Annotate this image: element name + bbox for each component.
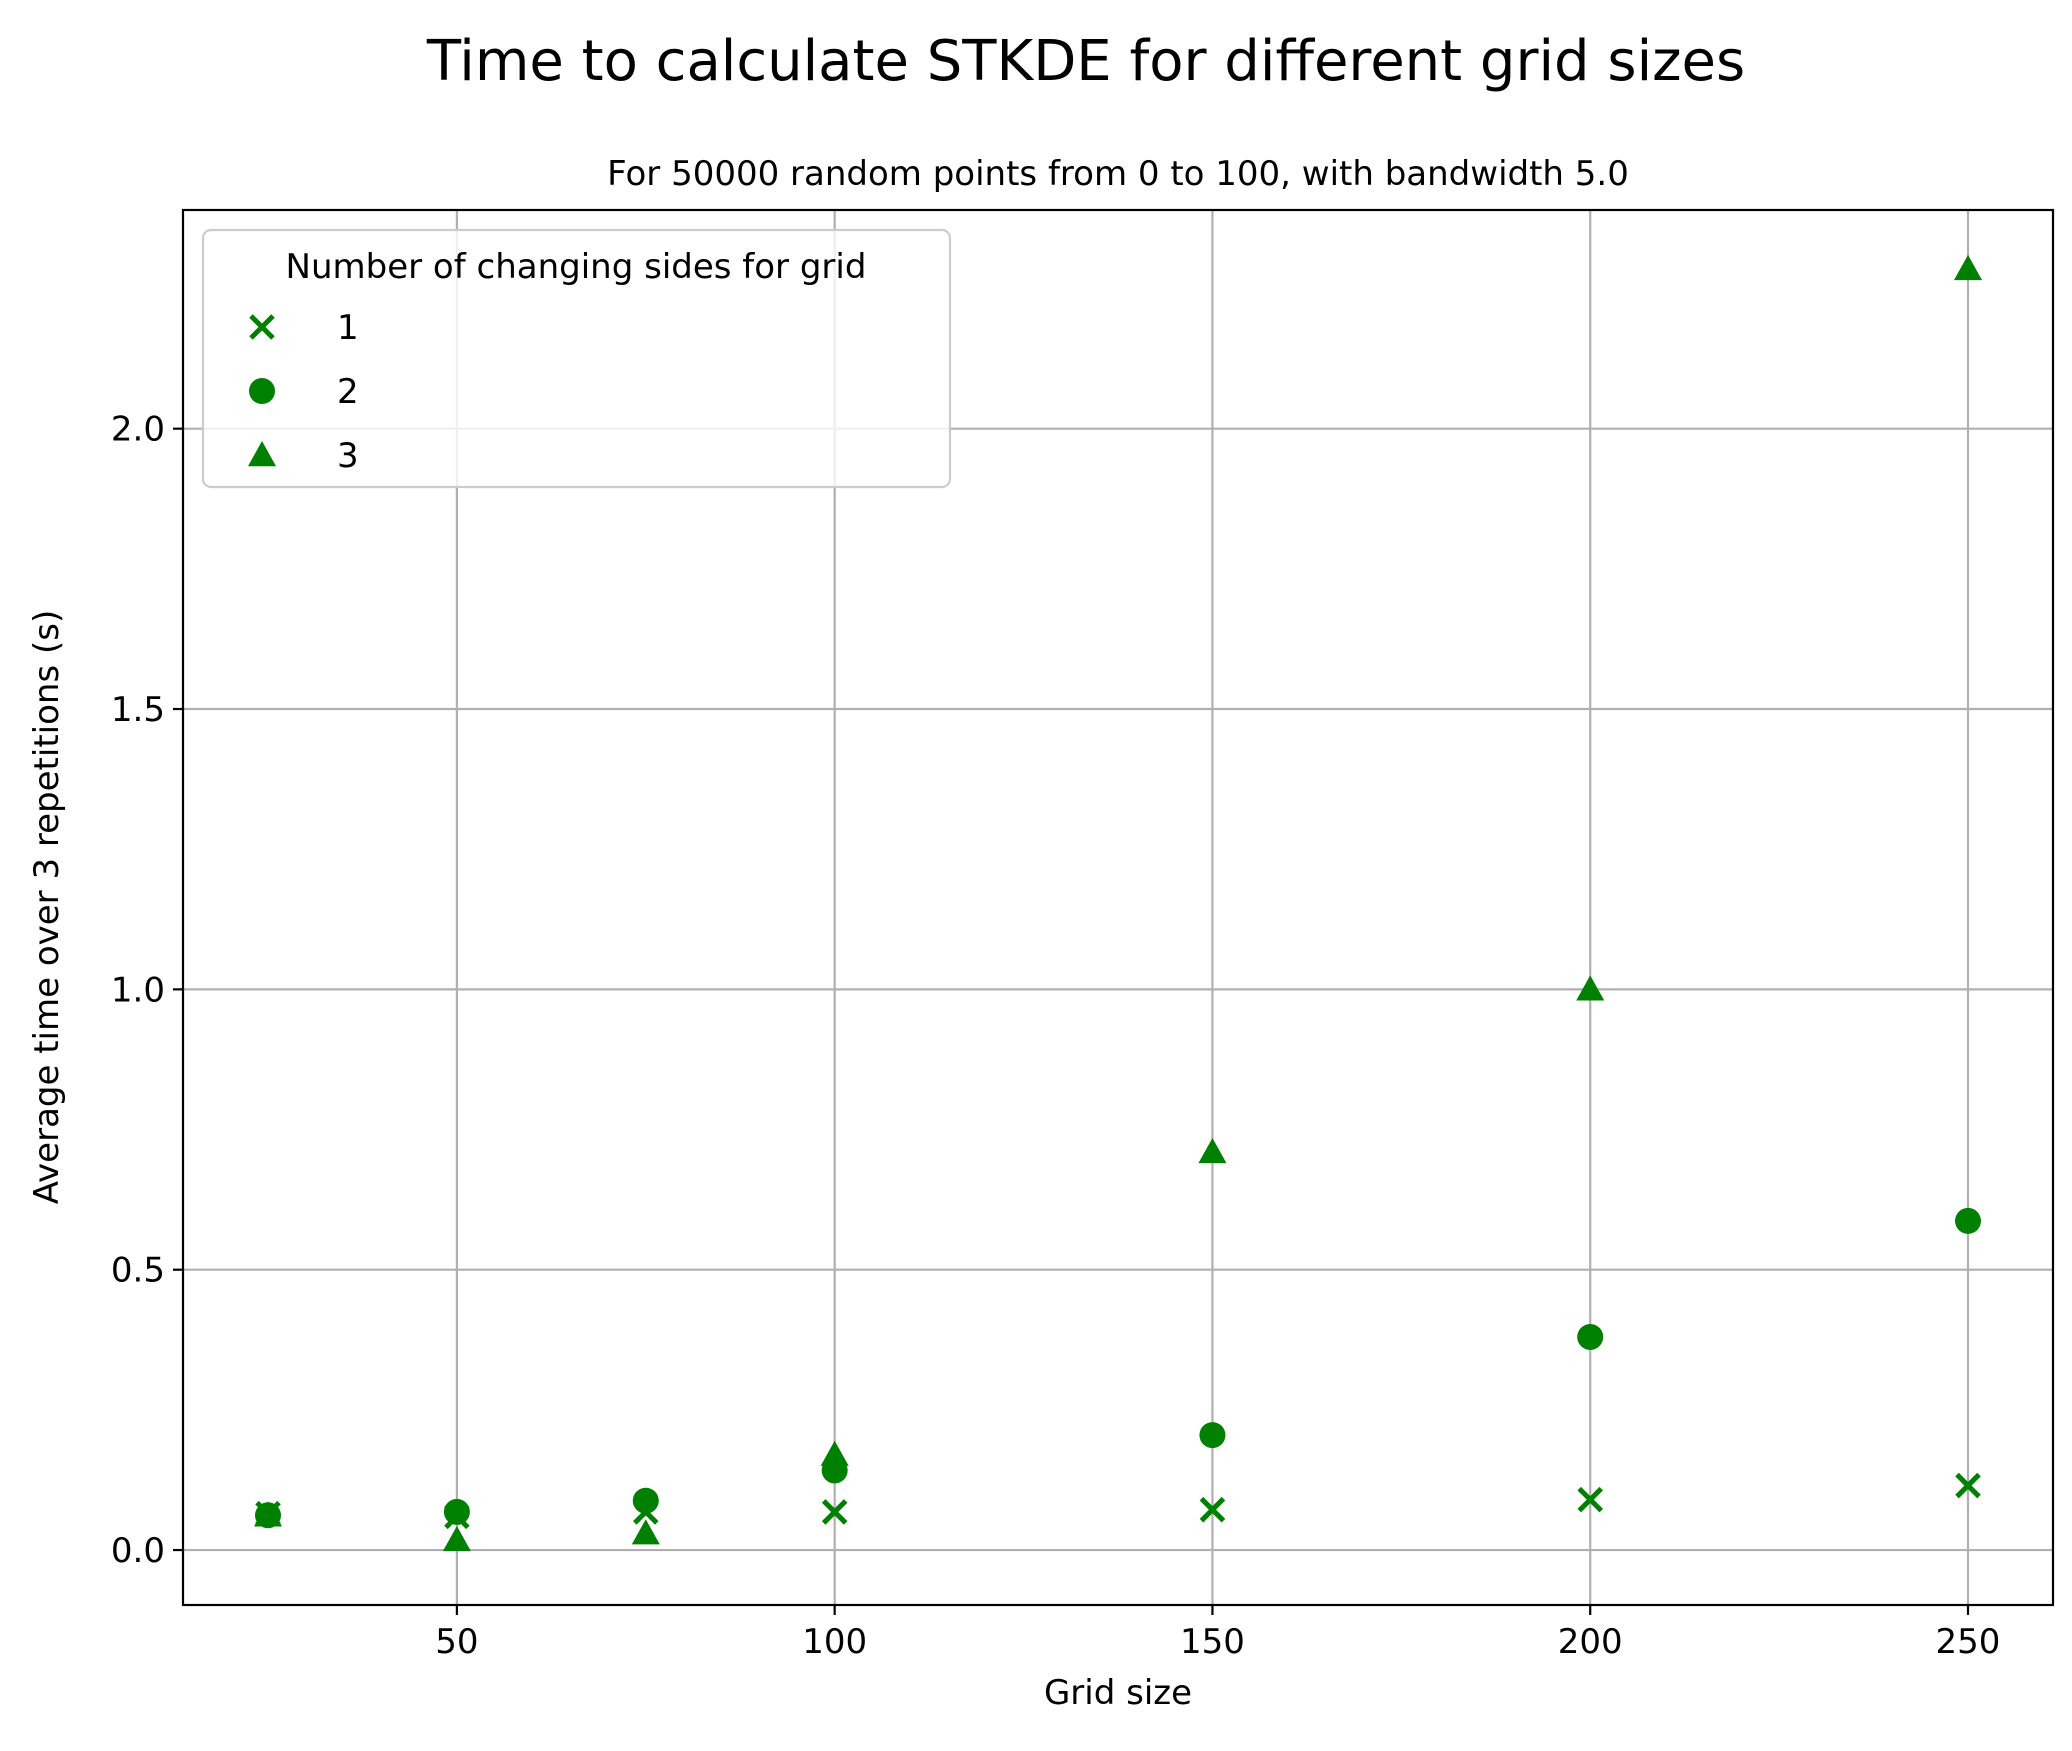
legend-entry-1: 1 xyxy=(249,308,359,348)
data-point-series-2 xyxy=(1199,1422,1226,1449)
data-point-series-2 xyxy=(1577,1323,1604,1350)
data-point-series-1 xyxy=(1577,1486,1603,1513)
data-point-series-2 xyxy=(632,1487,659,1514)
series-1 xyxy=(255,1472,1981,1530)
series-3 xyxy=(254,254,1982,1552)
legend-label: 2 xyxy=(337,372,359,412)
x-tick-label: 150 xyxy=(1180,1622,1245,1662)
chart-title: Time to calculate STKDE for different gr… xyxy=(426,29,1745,94)
legend-label: 3 xyxy=(337,436,359,476)
data-point-series-3 xyxy=(254,1501,282,1527)
data-point-series-2 xyxy=(1955,1207,1981,1234)
plot-area-frame xyxy=(181,208,2055,1607)
data-point-series-3 xyxy=(442,1525,471,1552)
x-tick-label: 250 xyxy=(1936,1622,2001,1662)
data-point-series-3 xyxy=(820,1440,849,1466)
data-point-series-3 xyxy=(1198,1137,1227,1164)
data-point-series-3 xyxy=(1576,975,1605,1001)
series-2 xyxy=(255,1207,1981,1529)
legend-marker-3 xyxy=(248,441,276,467)
y-tick-label: 0.5 xyxy=(111,1251,165,1291)
data-point-series-3 xyxy=(1954,254,1982,281)
legend-entries: 1 2 3 xyxy=(248,308,359,476)
x-tick-label: 100 xyxy=(802,1622,867,1662)
x-tick-label: 50 xyxy=(435,1622,478,1662)
data-points xyxy=(254,254,1982,1552)
legend-entry-3: 3 xyxy=(248,436,359,476)
data-point-series-2 xyxy=(443,1498,470,1525)
y-tick-label: 1.5 xyxy=(111,690,165,730)
data-point-series-1 xyxy=(821,1499,848,1525)
y-axis-label: Average time over 3 repetitions (s) xyxy=(27,610,67,1204)
data-point-series-1 xyxy=(1955,1472,1981,1499)
legend: Number of changing sides for grid 1 2 3 xyxy=(201,228,952,489)
chart-subtitle: For 50000 random points from 0 to 100, w… xyxy=(607,154,1629,194)
legend-entry-2: 2 xyxy=(249,372,359,412)
legend-marker-2 xyxy=(249,378,275,404)
legend-label: 1 xyxy=(337,308,359,348)
data-point-series-3 xyxy=(631,1519,660,1545)
legend-box xyxy=(201,228,952,489)
y-tick-label: 2.0 xyxy=(111,410,165,450)
y-tick-label: 0.0 xyxy=(111,1531,165,1571)
data-point-series-1 xyxy=(1199,1496,1226,1523)
axis-ticks: 50 100 150 200 250 0.0 0.5 1.0 1.5 2.0 xyxy=(111,410,2001,1662)
legend-title: Number of changing sides for grid xyxy=(286,247,867,287)
x-axis-label: Grid size xyxy=(1044,1673,1192,1713)
y-tick-label: 1.0 xyxy=(111,970,165,1010)
x-tick-label: 200 xyxy=(1558,1622,1623,1662)
legend-marker-1 xyxy=(249,314,275,340)
